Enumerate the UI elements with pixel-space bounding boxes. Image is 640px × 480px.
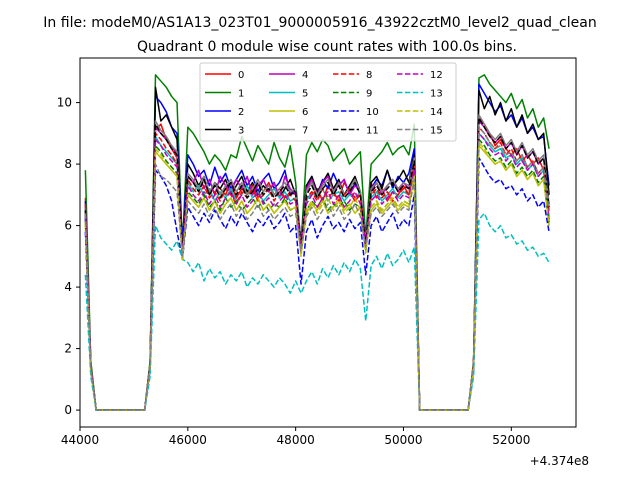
x-tick-label: 44000 bbox=[61, 433, 99, 447]
chart-title: Quadrant 0 module wise count rates with … bbox=[137, 39, 517, 55]
legend-box bbox=[199, 62, 457, 142]
legend-label-4: 4 bbox=[302, 70, 308, 81]
axis-ticks: 44000 46000 48000 50000 52000 0 2 4 6 8 10 bbox=[57, 96, 531, 447]
x-tick-label: 46000 bbox=[169, 433, 207, 447]
legend-label-11: 11 bbox=[366, 126, 379, 137]
y-tick-label: 4 bbox=[64, 280, 72, 294]
series-line-13 bbox=[84, 212, 550, 411]
legend-label-8: 8 bbox=[366, 70, 372, 81]
legend-label-2: 2 bbox=[238, 107, 244, 118]
legend-label-14: 14 bbox=[430, 107, 443, 118]
series-line-10 bbox=[84, 157, 550, 411]
series-line-15 bbox=[84, 126, 550, 411]
x-tick-label: 48000 bbox=[277, 433, 315, 447]
legend-label-9: 9 bbox=[366, 89, 372, 100]
y-tick-label: 8 bbox=[64, 157, 72, 171]
suptitle: In file: modeM0/AS1A13_023T01_9000005916… bbox=[43, 15, 596, 31]
plot-frame bbox=[79, 57, 577, 428]
legend-label-13: 13 bbox=[430, 89, 443, 100]
legend-label-10: 10 bbox=[366, 107, 379, 118]
y-tick-label: 6 bbox=[64, 219, 72, 233]
series-line-12 bbox=[84, 132, 550, 411]
x-offset-label: +4.374e8 bbox=[530, 454, 589, 468]
x-tick-label: 52000 bbox=[492, 433, 530, 447]
series-layer bbox=[84, 74, 550, 411]
x-tick-label: 50000 bbox=[384, 433, 422, 447]
legend-label-5: 5 bbox=[302, 89, 308, 100]
legend-label-7: 7 bbox=[302, 126, 308, 137]
legend-label-3: 3 bbox=[238, 126, 244, 137]
y-tick-label: 10 bbox=[57, 96, 72, 110]
legend-label-0: 0 bbox=[238, 70, 244, 81]
legend-label-15: 15 bbox=[430, 126, 443, 137]
y-tick-label: 2 bbox=[64, 342, 72, 356]
legend-label-6: 6 bbox=[302, 107, 308, 118]
y-tick-label: 0 bbox=[64, 403, 72, 417]
legend-label-1: 1 bbox=[238, 89, 244, 100]
legend-label-12: 12 bbox=[430, 70, 443, 81]
